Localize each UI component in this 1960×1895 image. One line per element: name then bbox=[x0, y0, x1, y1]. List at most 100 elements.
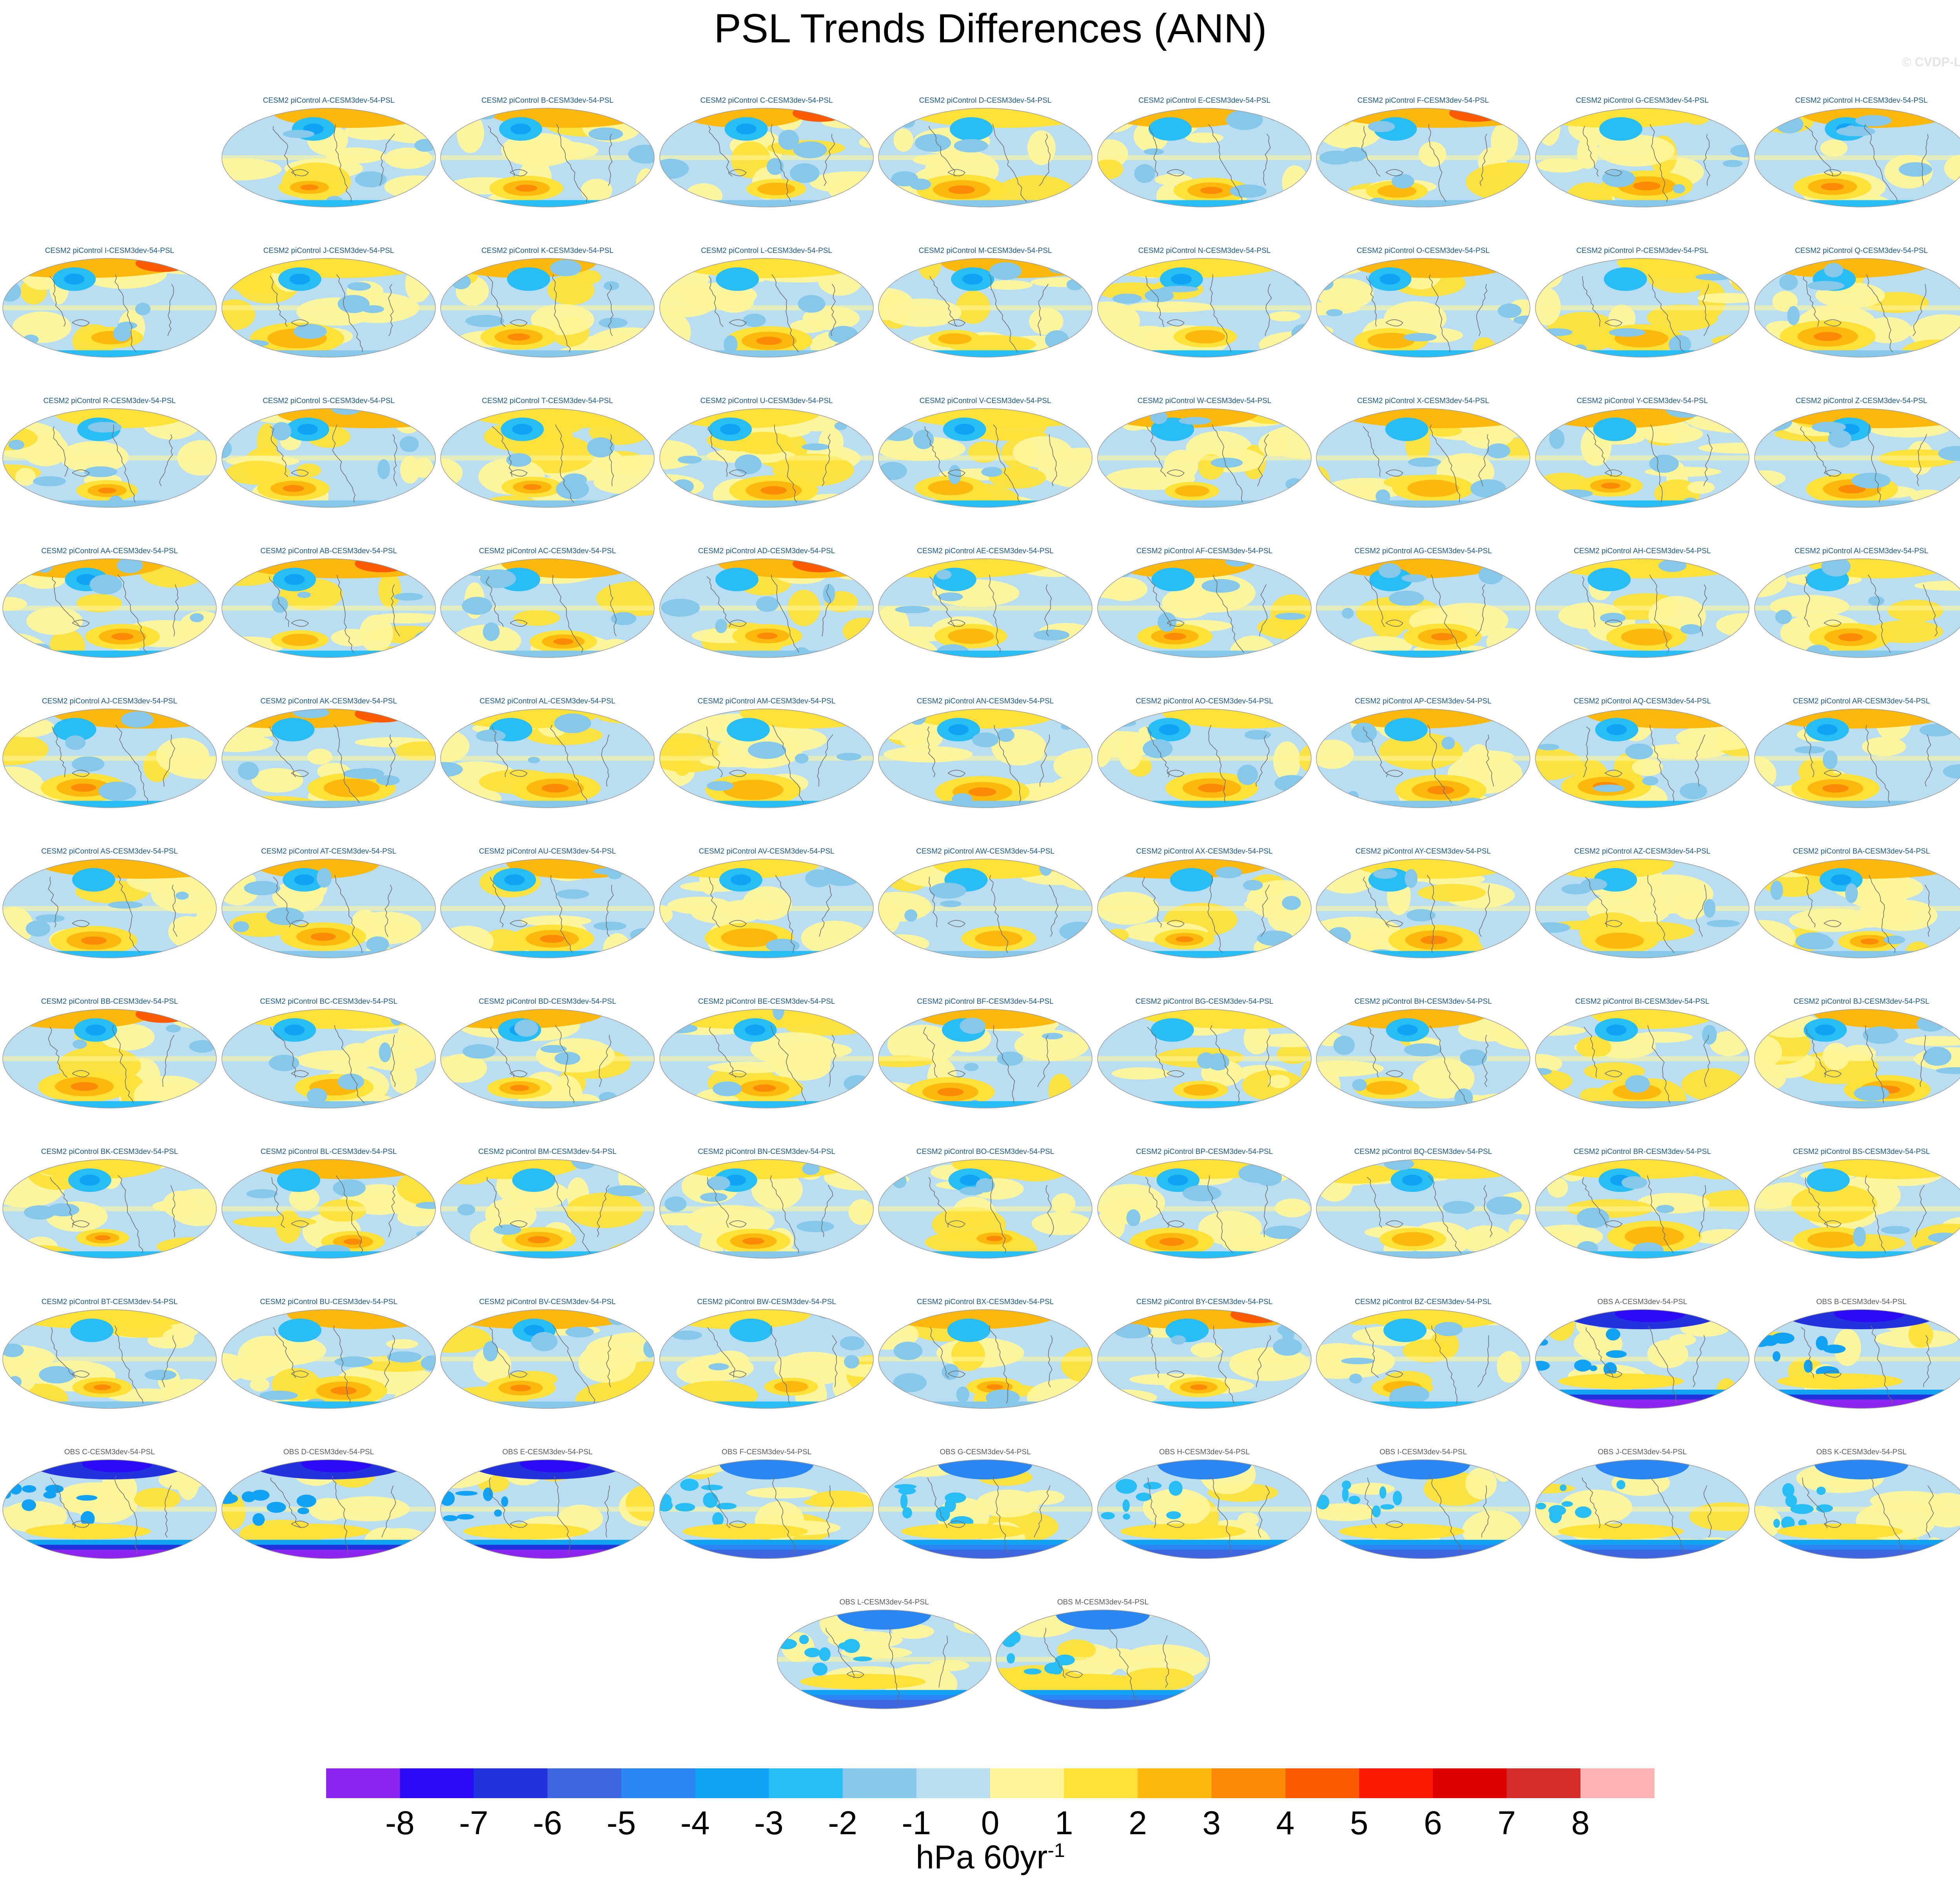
negative-anomaly bbox=[1134, 164, 1155, 183]
negative-anomaly bbox=[457, 1514, 474, 1520]
positive-anomaly bbox=[3, 756, 216, 761]
positive-anomaly bbox=[613, 1390, 654, 1406]
positive-anomaly bbox=[441, 925, 494, 957]
negative-anomaly bbox=[1098, 1401, 1311, 1408]
negative-anomaly bbox=[1923, 1047, 1952, 1066]
positive-anomaly bbox=[1710, 1031, 1748, 1056]
map-field bbox=[3, 709, 216, 808]
map-panel: OBS G-CESM3dev-54-PSL bbox=[878, 1448, 1093, 1559]
negative-anomaly bbox=[222, 350, 436, 357]
negative-anomaly bbox=[1559, 1484, 1567, 1491]
positive-anomaly bbox=[1392, 1232, 1434, 1246]
negative-anomaly bbox=[1143, 148, 1164, 155]
negative-anomaly bbox=[1755, 801, 1960, 808]
positive-anomaly bbox=[1014, 1030, 1089, 1061]
negative-anomaly bbox=[1836, 126, 1875, 136]
map-panel: CESM2 piControl AF-CESM3dev-54-PSL bbox=[1097, 547, 1312, 658]
negative-anomaly bbox=[421, 1355, 436, 1371]
negative-anomaly bbox=[960, 1174, 980, 1186]
negative-anomaly bbox=[441, 1251, 654, 1258]
positive-anomaly bbox=[515, 1192, 564, 1208]
negative-anomaly bbox=[451, 274, 471, 289]
coastline bbox=[486, 1175, 610, 1254]
negative-anomaly bbox=[805, 869, 832, 887]
coastline bbox=[1803, 725, 1933, 803]
map-panel: CESM2 piControl H-CESM3dev-54-PSL bbox=[1754, 96, 1960, 207]
map-field bbox=[1755, 1009, 1960, 1108]
positive-anomaly bbox=[1914, 580, 1960, 591]
coastline bbox=[270, 274, 394, 352]
positive-anomaly bbox=[1461, 1225, 1511, 1254]
negative-anomaly bbox=[1816, 1336, 1828, 1350]
negative-anomaly bbox=[377, 459, 390, 480]
positive-anomaly bbox=[222, 734, 273, 752]
negative-anomaly bbox=[1787, 306, 1800, 325]
negative-anomaly bbox=[465, 570, 501, 576]
map-border bbox=[1097, 859, 1312, 958]
negative-anomaly bbox=[938, 592, 963, 601]
positive-anomaly bbox=[1243, 1023, 1270, 1055]
negative-anomaly bbox=[191, 1249, 206, 1258]
positive-anomaly bbox=[734, 432, 794, 454]
positive-anomaly bbox=[660, 1506, 873, 1512]
map-border bbox=[440, 558, 655, 658]
negative-anomaly bbox=[838, 1642, 852, 1650]
negative-anomaly bbox=[853, 1656, 873, 1662]
map-field bbox=[1535, 108, 1749, 207]
negative-anomaly bbox=[736, 123, 757, 134]
map-panel: OBS B-CESM3dev-54-PSL bbox=[1754, 1298, 1960, 1409]
negative-anomaly bbox=[24, 1205, 56, 1220]
negative-anomaly bbox=[84, 466, 118, 477]
positive-anomaly bbox=[523, 484, 541, 490]
positive-anomaly bbox=[1098, 1389, 1157, 1406]
positive-anomaly bbox=[757, 182, 795, 195]
negative-anomaly bbox=[949, 117, 993, 141]
map-field bbox=[660, 1159, 873, 1258]
negative-anomaly bbox=[1936, 1067, 1960, 1074]
negative-anomaly bbox=[1656, 1205, 1674, 1213]
coastline bbox=[929, 274, 1049, 352]
negative-anomaly bbox=[878, 350, 1092, 357]
negative-anomaly bbox=[1845, 883, 1858, 903]
negative-anomaly bbox=[660, 200, 873, 207]
negative-anomaly bbox=[1159, 286, 1198, 293]
negative-anomaly bbox=[599, 318, 628, 328]
coastline bbox=[1149, 124, 1271, 202]
map-panel: CESM2 piControl BS-CESM3dev-54-PSL bbox=[1754, 1148, 1960, 1259]
map-panel: CESM2 piControl AT-CESM3dev-54-PSL bbox=[221, 847, 436, 958]
positive-anomaly bbox=[1807, 1232, 1856, 1248]
negative-anomaly bbox=[996, 1700, 1210, 1709]
positive-anomaly bbox=[1887, 600, 1943, 622]
negative-anomaly bbox=[1854, 1085, 1889, 1101]
positive-anomaly bbox=[662, 1310, 811, 1330]
map-border bbox=[659, 558, 874, 658]
panel-title: CESM2 piControl D-CESM3dev-54-PSL bbox=[919, 96, 1052, 105]
positive-anomaly bbox=[1859, 898, 1916, 929]
negative-anomaly bbox=[82, 1460, 153, 1473]
panel-title: OBS K-CESM3dev-54-PSL bbox=[1816, 1448, 1906, 1456]
positive-anomaly bbox=[1919, 494, 1960, 507]
map-panel: CESM2 piControl AS-CESM3dev-54-PSL bbox=[2, 847, 217, 958]
panel-title: CESM2 piControl A-CESM3dev-54-PSL bbox=[263, 96, 395, 105]
negative-anomaly bbox=[1807, 281, 1844, 291]
panel-title: CESM2 piControl BO-CESM3dev-54-PSL bbox=[916, 1148, 1054, 1156]
negative-anomaly bbox=[1535, 1251, 1749, 1258]
negative-anomaly bbox=[85, 1024, 106, 1036]
negative-anomaly bbox=[1679, 783, 1707, 799]
negative-anomaly bbox=[43, 1491, 56, 1499]
negative-anomaly bbox=[878, 462, 907, 480]
negative-anomaly bbox=[1237, 765, 1258, 785]
positive-anomaly bbox=[660, 311, 691, 352]
negative-anomaly bbox=[1707, 1009, 1746, 1015]
positive-anomaly bbox=[1098, 1228, 1114, 1248]
map-field bbox=[996, 1610, 1210, 1709]
positive-anomaly bbox=[1698, 442, 1749, 454]
positive-anomaly bbox=[441, 1325, 492, 1353]
negative-anomaly bbox=[284, 574, 305, 585]
map-panel: CESM2 piControl F-CESM3dev-54-PSL bbox=[1316, 96, 1530, 207]
map-field bbox=[660, 1310, 873, 1408]
map-panel: CESM2 piControl D-CESM3dev-54-PSL bbox=[878, 96, 1093, 207]
coastline bbox=[1366, 274, 1488, 352]
negative-anomaly bbox=[1166, 1511, 1181, 1519]
map-border bbox=[878, 1159, 1093, 1259]
